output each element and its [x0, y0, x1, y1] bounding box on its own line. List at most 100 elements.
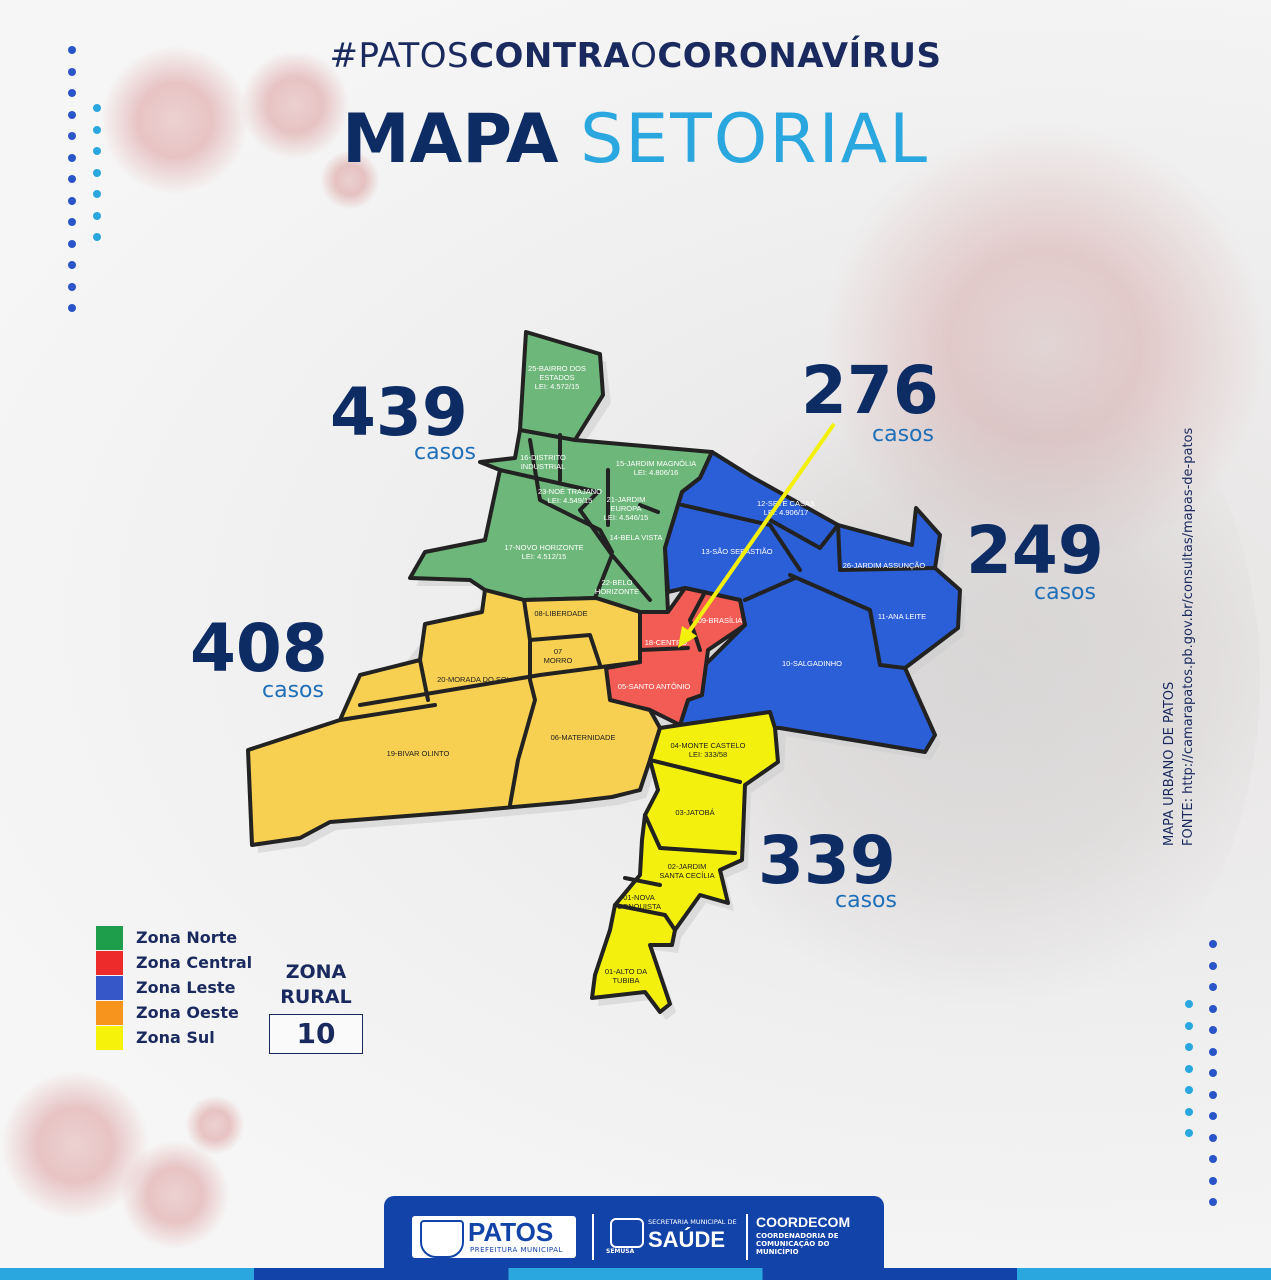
rural-zone-box: ZONA RURAL 10: [262, 960, 370, 1054]
saude-label: SAÚDE: [648, 1227, 726, 1252]
nbh-label: LEI: 4.572/15: [535, 382, 580, 391]
nbh-label: 26-JARDIM ASSUNÇÃO: [843, 561, 926, 570]
virus-decoration-icon: [240, 50, 350, 160]
nbh-label: 22-BELO: [602, 578, 633, 587]
dot-column-decoration: [1209, 940, 1217, 1206]
legend-swatch-green: [96, 925, 123, 950]
zone-central-unit: casos: [872, 422, 934, 447]
nbh-label: 16-DISTRITO: [520, 453, 566, 462]
nbh-label: 03-JATOBÁ: [675, 808, 714, 817]
nbh-label: HORIZONTE: [595, 587, 639, 596]
footer-logos-bar: PATOS PREFEITURA MUNICIPAL SEMUSA SECRET…: [384, 1196, 884, 1271]
nbh-label: 23-NOÉ TRAJANO: [538, 487, 602, 496]
legend-item: Zona Sul: [96, 1025, 252, 1050]
source-line: MAPA URBANO DE PATOS: [1162, 681, 1177, 846]
zone-norte-cases: 439: [330, 374, 468, 451]
patos-logo-text: PATOS: [468, 1217, 554, 1247]
dot-column-decoration: [93, 104, 101, 241]
nbh-label: 15-JARDIM MAGNÓLIA: [616, 459, 696, 468]
zone-leste-cases: 249: [966, 512, 1104, 589]
virus-decoration-icon: [820, 120, 1270, 570]
legend-label: Zona Sul: [136, 1028, 215, 1047]
nbh-label: SANTA CECÍLIA: [659, 871, 714, 880]
map-legend: Zona Norte Zona Central Zona Leste Zona …: [96, 925, 252, 1050]
nbh-label: LEI: 4.906/17: [764, 508, 809, 517]
nbh-label: 06-MATERNIDADE: [551, 733, 616, 742]
footer-divider: [746, 1214, 748, 1260]
coordecom-label: COORDECOM: [756, 1214, 851, 1230]
nbh-label: LEI: 4.512/15: [522, 552, 567, 561]
legend-item: Zona Norte: [96, 925, 252, 950]
rural-label: RURAL: [280, 986, 352, 1008]
zone-leste-unit: casos: [1034, 580, 1096, 605]
nbh-label: LEI: 4.549/15: [548, 496, 593, 505]
dot-column-decoration: [1185, 1000, 1193, 1137]
nbh-label: 05-SANTO ANTÔNIO: [618, 682, 691, 691]
virus-decoration-icon: [320, 150, 380, 210]
nbh-label: 01-NOVA: [623, 893, 655, 902]
semusa-label: SEMUSA: [606, 1248, 635, 1255]
nbh-label: 04-MONTE CASTELO: [670, 741, 745, 750]
city-crest-icon: [420, 1220, 464, 1258]
nbh-label: 08-LIBERDADE: [534, 609, 587, 618]
legend-swatch-yellow: [96, 1025, 123, 1050]
rural-label: ZONA: [285, 961, 347, 983]
map-source-caption: MAPA URBANO DE PATOS FONTE: http://camar…: [1160, 428, 1198, 846]
pointer-arrow-icon: [678, 422, 836, 648]
zone-oeste-region[interactable]: [246, 588, 662, 847]
zone-leste-region[interactable]: [663, 450, 962, 754]
legend-label: Zona Central: [136, 953, 253, 972]
zone-oeste-unit: casos: [262, 678, 324, 703]
rural-count: 10: [269, 1014, 363, 1054]
hashtag-part: #PATOS: [329, 36, 470, 76]
nbh-label: 14-BELA VISTA: [610, 533, 663, 542]
nbh-label: 02-JARDIM: [668, 862, 707, 871]
nbh-label: LEI: 4.546/15: [604, 513, 649, 522]
legend-swatch-blue: [96, 975, 123, 1000]
virus-decoration-icon: [100, 45, 250, 195]
nbh-label: 09-BRASÍLIA: [698, 616, 743, 625]
nbh-label: 12-SETE CASAS: [757, 499, 815, 508]
legend-item: Zona Leste: [96, 975, 252, 1000]
zone-sul-unit: casos: [835, 888, 897, 913]
legend-item: Zona Oeste: [96, 1000, 252, 1025]
nbh-label: 18-CENTRO: [645, 638, 688, 647]
hashtag-heading: #PATOSCONTRAOCORONAVÍRUS: [0, 36, 1271, 76]
legend-label: Zona Norte: [136, 928, 238, 947]
nbh-label: TUBIBA: [612, 976, 639, 985]
nbh-label: 07: [554, 647, 562, 656]
nbh-label: LEI: 333/58: [689, 750, 727, 759]
legend-label: Zona Leste: [136, 978, 236, 997]
saude-label-top: SECRETARIA MUNICIPAL DE: [648, 1218, 737, 1226]
saude-logo: SEMUSA SECRETARIA MUNICIPAL DE SAÚDE: [606, 1212, 737, 1260]
nbh-label: ESTADOS: [539, 373, 574, 382]
zone-sul-region[interactable]: [590, 710, 780, 1014]
neighborhood-labels: 25-BAIRRO DOS ESTADOS LEI: 4.572/15 16-DIS…: [387, 364, 926, 985]
hashtag-part: CORONAVÍRUS: [657, 36, 942, 76]
zone-oeste-cases: 408: [190, 610, 328, 687]
bottom-stripe: [0, 1268, 1271, 1280]
nbh-label: 01-ALTO DA: [605, 967, 647, 976]
legend-item: Zona Central: [96, 950, 252, 975]
health-cross-icon: [610, 1218, 644, 1248]
hashtag-part: O: [630, 36, 658, 76]
nbh-label: LEI: 4.806/16: [634, 468, 679, 477]
nbh-label: 11-ANA LEITE: [878, 612, 926, 621]
page-title: MAPA SETORIAL: [0, 100, 1271, 179]
zone-central-cases: 276: [801, 352, 939, 429]
footer-divider: [592, 1214, 594, 1260]
source-line: FONTE: http://camarapatos.pb.gov.br/cons…: [1181, 427, 1196, 846]
nbh-label: INDUSTRIAL: [521, 462, 566, 471]
dot-column-decoration: [68, 46, 76, 312]
hashtag-part: CONTRA: [469, 36, 631, 76]
virus-decoration-icon: [0, 1070, 150, 1220]
